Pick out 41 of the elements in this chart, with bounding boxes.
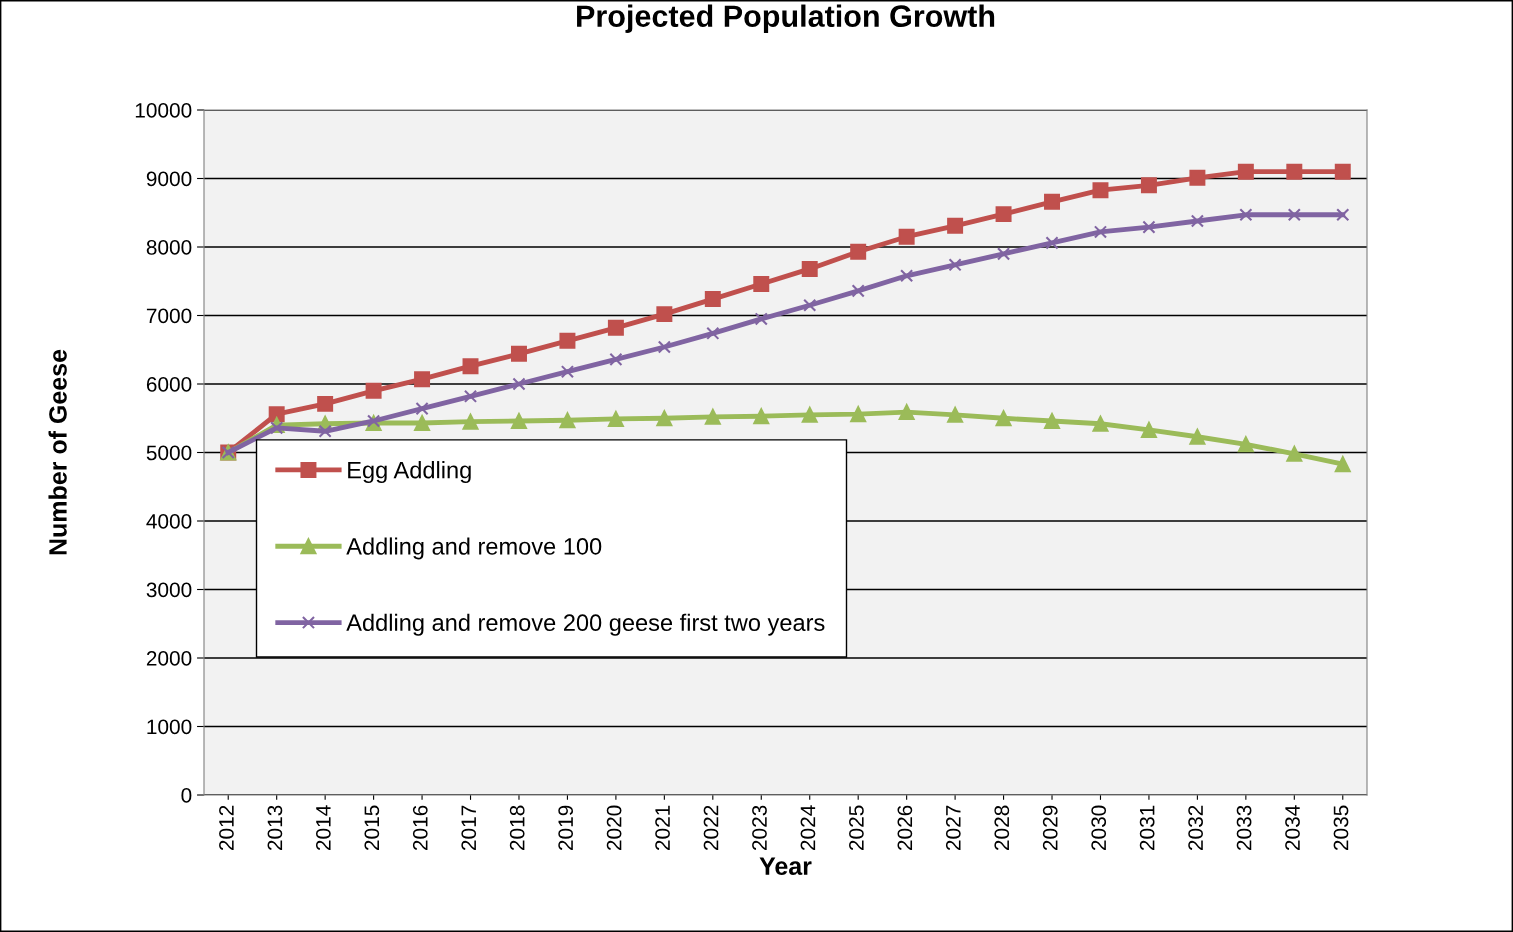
x-tick-label: 2029 xyxy=(1042,805,1058,851)
legend-label: Addling and remove 200 geese first two years xyxy=(346,613,825,636)
x-tick-label: 2030 xyxy=(1091,805,1107,851)
x-tick-label: 2025 xyxy=(849,805,864,851)
x-tick-label: 2019 xyxy=(558,805,574,851)
y-tick-label: 6000 xyxy=(146,377,192,392)
y-tick-label: 5000 xyxy=(146,445,192,461)
x-tick-label: 2017 xyxy=(461,805,477,851)
x-tick-label: 2018 xyxy=(509,805,525,851)
y-tick-label: 4000 xyxy=(146,514,192,529)
x-tick-label: 2028 xyxy=(994,805,1010,851)
y-tick-label: 1000 xyxy=(147,719,192,735)
x-tick-label: 2031 xyxy=(1139,805,1155,851)
x-tick-label: 2035 xyxy=(1333,805,1349,851)
x-tick-label: 2014 xyxy=(315,805,331,851)
chart-title: Projected Population Growth xyxy=(577,4,995,34)
x-tick-label: 2012 xyxy=(219,805,234,851)
x-tick-label: 2023 xyxy=(752,805,767,851)
x-tick-label: 2016 xyxy=(412,805,428,851)
x-tick-label: 2024 xyxy=(800,805,816,851)
legend-label: Egg Addling xyxy=(348,461,471,484)
x-tick-label: 2013 xyxy=(267,805,283,851)
x-tick-label: 2015 xyxy=(364,805,380,851)
x-tick-label: 2026 xyxy=(897,805,913,851)
y-tick-label: 7000 xyxy=(146,308,192,324)
x-tick-label: 2033 xyxy=(1236,805,1252,851)
x-tick-label: 2022 xyxy=(703,805,719,851)
x-tick-label: 2032 xyxy=(1188,805,1203,851)
y-tick-label: 8000 xyxy=(146,240,192,255)
y-tick-label: 2000 xyxy=(146,651,192,666)
y-tick-label: 3000 xyxy=(146,582,192,598)
y-axis-title: Number of Geese xyxy=(48,349,67,555)
y-tick-label: 0 xyxy=(181,788,192,803)
x-tick-label: 2034 xyxy=(1285,805,1300,851)
legend-label: Addling and remove 100 xyxy=(346,537,602,560)
y-tick-label: 9000 xyxy=(146,171,192,187)
x-axis-title: Year xyxy=(759,857,812,875)
y-tick-label: 10000 xyxy=(135,103,192,118)
x-tick-label: 2020 xyxy=(606,805,622,851)
x-tick-label: 2027 xyxy=(945,805,961,851)
x-tick-label: 2021 xyxy=(655,805,670,851)
